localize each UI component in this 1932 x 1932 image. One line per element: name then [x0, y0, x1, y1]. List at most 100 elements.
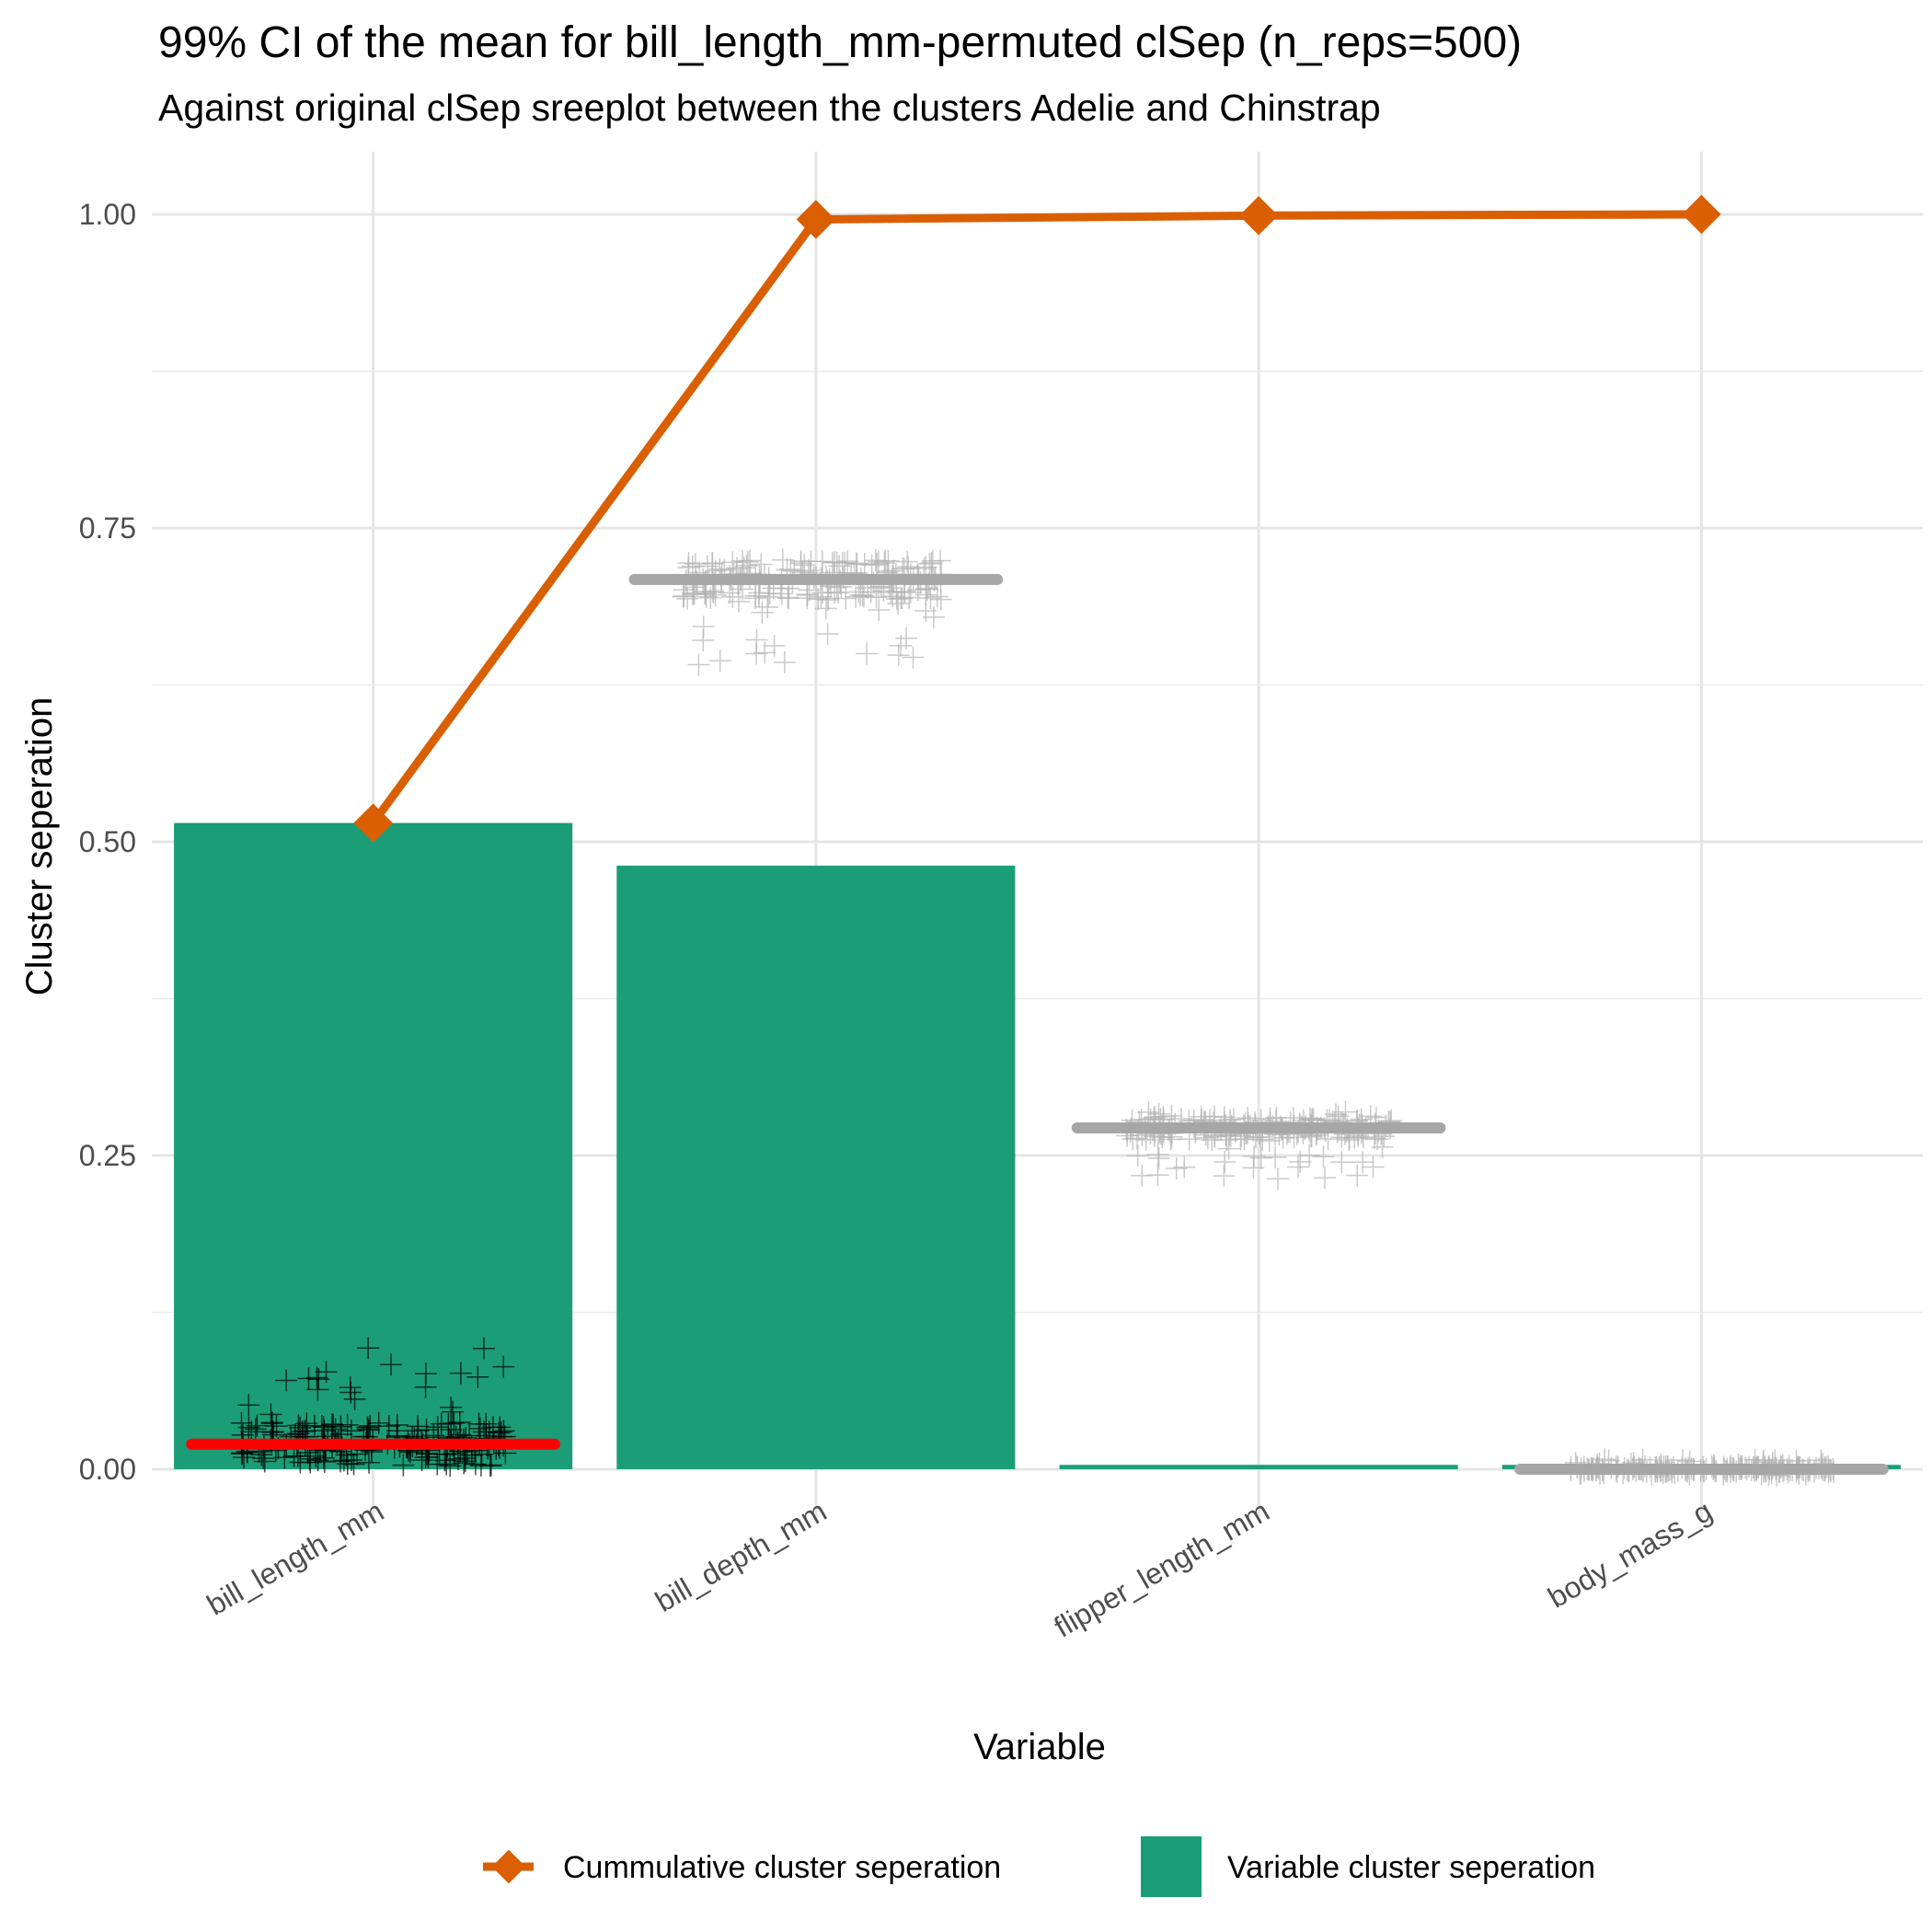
- permuted-point: [1213, 1165, 1236, 1188]
- permuted-point: [306, 1378, 329, 1401]
- permuted-point: [1351, 1151, 1374, 1174]
- permuted-point: [727, 590, 750, 613]
- x-tick-label: bill_length_mm: [201, 1494, 389, 1622]
- permuted-point: [315, 1361, 338, 1384]
- permuted-point: [1242, 1156, 1265, 1179]
- permuted-point: [770, 582, 793, 605]
- permuted-point: [896, 550, 919, 573]
- permuted-point: [312, 1446, 335, 1469]
- permuted-point: [1147, 1147, 1170, 1170]
- permuted-point: [377, 1415, 400, 1438]
- permuted-point: [834, 551, 857, 574]
- y-tick-label: 0.50: [79, 825, 136, 858]
- permuted-point: [868, 598, 891, 621]
- permuted-point: [719, 581, 742, 604]
- permuted-point: [677, 551, 700, 574]
- permuted-point: [340, 1448, 363, 1471]
- permuted-point: [492, 1355, 515, 1378]
- permuted-point: [793, 554, 816, 577]
- permuted-point: [919, 587, 942, 610]
- permuted-point: [449, 1362, 472, 1385]
- permuted-point: [1264, 1145, 1287, 1168]
- permuted-point: [1213, 1150, 1236, 1173]
- legend-label-variable: Variable cluster seperation: [1227, 1850, 1595, 1885]
- permuted-point: [817, 587, 840, 610]
- permuted-point: [929, 549, 952, 572]
- permuted-point: [324, 1418, 347, 1441]
- legend-item-variable: Variable cluster seperation: [1141, 1836, 1595, 1897]
- chart-title: 99% CI of the mean for bill_length_mm-pe…: [158, 18, 1522, 67]
- permuted-point: [796, 583, 819, 606]
- permuted-point: [864, 549, 887, 572]
- permuted-point: [357, 1337, 380, 1360]
- permuted-point: [1298, 1144, 1321, 1167]
- permuted-point: [1217, 1137, 1240, 1160]
- permuted-point: [357, 1451, 380, 1474]
- bar-flipper_length_mm: [1059, 1465, 1458, 1469]
- x-tick-label: flipper_length_mm: [1049, 1494, 1275, 1644]
- y-tick-labels: 0.00 0.25 0.50 0.75 1.00: [79, 198, 136, 1486]
- permuted-point: [1126, 1144, 1149, 1167]
- permuted-point: [887, 644, 910, 667]
- permuted-point: [1330, 1151, 1353, 1174]
- permuted-point: [379, 1353, 402, 1376]
- permuted-point: [342, 1453, 365, 1476]
- permuted-point: [836, 549, 859, 572]
- permuted-point: [417, 1445, 440, 1468]
- permuted-point: [681, 555, 704, 578]
- x-tick-labels: bill_length_mm bill_depth_mm flipper_lengt…: [201, 1494, 1718, 1644]
- permuted-point: [246, 1414, 269, 1437]
- permuted-point: [704, 583, 727, 606]
- permuted-point: [895, 627, 918, 650]
- permuted-point: [440, 1396, 463, 1419]
- permuted-point: [902, 646, 925, 669]
- permuted-point: [1266, 1167, 1289, 1190]
- permuted-point: [320, 1413, 343, 1435]
- cumulative-line: [353, 194, 1721, 843]
- permuted-point: [339, 1420, 362, 1443]
- legend-diamond-swatch: [491, 1849, 526, 1884]
- permuted-point: [406, 1415, 429, 1438]
- permuted-point: [890, 587, 913, 610]
- permuted-point: [1312, 1145, 1335, 1168]
- permuted-point: [489, 1416, 512, 1439]
- x-axis-title: Variable: [973, 1727, 1106, 1767]
- permuted-point: [914, 583, 937, 606]
- permuted-point: [887, 592, 910, 615]
- permuted-point: [687, 653, 710, 676]
- chart-subtitle: Against original clSep sreeplot between …: [158, 86, 1381, 129]
- permuted-point: [472, 1337, 495, 1360]
- cumulative-point: [1682, 194, 1721, 235]
- permuted-point: [259, 1403, 282, 1426]
- legend: Cummulative cluster seperation Variable …: [483, 1836, 1595, 1897]
- permuted-point: [1362, 1156, 1385, 1179]
- bar-bill_length_mm: [174, 822, 573, 1469]
- permuted-point: [305, 1366, 328, 1389]
- permuted-point: [426, 1416, 449, 1439]
- permuted-point: [414, 1363, 437, 1386]
- permuted-point: [771, 548, 794, 571]
- permuted-points: [186, 548, 1889, 1487]
- permuted-point: [922, 605, 945, 628]
- permuted-point: [329, 1450, 352, 1473]
- permuted-point: [751, 601, 774, 624]
- permuted-point: [814, 597, 837, 620]
- permuted-point: [708, 650, 731, 673]
- permuted-point: [867, 550, 890, 573]
- legend-bar-swatch: [1141, 1836, 1202, 1897]
- permuted-point: [699, 586, 722, 609]
- permuted-point: [430, 1412, 453, 1435]
- permuted-point: [275, 1369, 298, 1392]
- permuted-point: [776, 586, 799, 609]
- permuted-point: [1131, 1164, 1154, 1187]
- permuted-point: [873, 551, 896, 574]
- permuted-point: [1147, 1102, 1170, 1125]
- permuted-point: [265, 1415, 288, 1438]
- permuted-point: [1146, 1143, 1169, 1166]
- y-axis-title: Cluster seperation: [19, 697, 60, 996]
- permuted-point: [692, 615, 715, 638]
- y-tick-label: 0.75: [79, 512, 136, 545]
- permuted-point: [453, 1452, 476, 1475]
- permuted-point: [392, 1454, 415, 1477]
